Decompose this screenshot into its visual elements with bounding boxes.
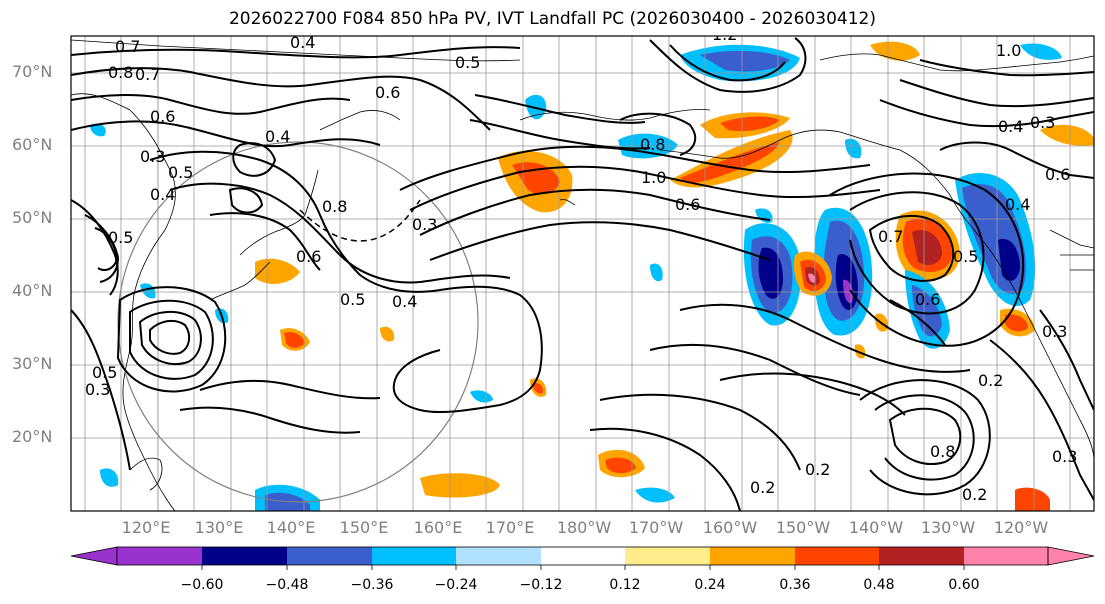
contour-label: 0.5 <box>168 163 193 182</box>
lat-label: 70°N <box>12 62 53 81</box>
coastlines <box>71 39 1094 511</box>
lon-label: 130°W <box>920 518 976 537</box>
lat-label: 30°N <box>12 354 53 373</box>
colorbar-tick-label: −0.24 <box>434 577 478 593</box>
colorbar <box>70 546 1095 570</box>
colorbar-tick-label: 0.12 <box>609 577 641 593</box>
lon-label: 150°E <box>339 518 389 537</box>
contour-label: 0.6 <box>375 83 400 102</box>
contour-label: 0.5 <box>455 53 480 72</box>
lat-label: 20°N <box>12 427 53 446</box>
contour-label: 0.6 <box>915 290 940 309</box>
contour-label: 0.7 <box>878 227 903 246</box>
colorbar-segment <box>964 547 1048 565</box>
map-border <box>70 35 1095 512</box>
colorbar-segment <box>541 547 625 565</box>
dashed-contour <box>299 199 421 242</box>
contour-label: 0.7 <box>135 65 160 84</box>
contour-label: 0.3 <box>1042 322 1067 341</box>
contour-label: 0.4 <box>998 117 1023 136</box>
lon-label: 180°W <box>556 518 612 537</box>
lat-label: 50°N <box>12 208 53 227</box>
lon-label: 120°W <box>993 518 1049 537</box>
contour-label: 0.7 <box>115 37 140 56</box>
contour-label: 0.3 <box>1030 113 1055 132</box>
contour-label: 0.4 <box>392 292 417 311</box>
contour-label: 0.3 <box>1052 447 1077 466</box>
contour-label: 1.0 <box>996 41 1021 60</box>
colorbar-segment <box>202 547 287 565</box>
colorbar-segment <box>710 547 795 565</box>
pv-contours <box>71 37 1094 511</box>
lon-label: 160°W <box>702 518 758 537</box>
colorbar-segment <box>795 547 879 565</box>
contour-label: 0.2 <box>962 485 987 504</box>
contour-label: 1.2 <box>712 25 737 44</box>
contour-labels: 0.7 0.4 0.8 0.7 0.5 0.6 0.6 0.4 0.3 0.5 … <box>85 25 1077 504</box>
contour-label: 0.2 <box>750 478 775 497</box>
contour-label: 0.6 <box>675 195 700 214</box>
contour-label: 0.5 <box>92 363 117 382</box>
contour-label: 0.6 <box>150 107 175 126</box>
lon-label: 170°W <box>628 518 684 537</box>
contour-label: 0.3 <box>85 380 110 399</box>
colorbar-outline <box>116 546 1049 566</box>
landfall-radius-circle <box>117 141 479 503</box>
colorbar-segment <box>879 547 964 565</box>
colorbar-segment <box>372 547 456 565</box>
contour-label: 0.4 <box>290 33 315 52</box>
colorbar-tick-label: −0.60 <box>180 577 224 593</box>
contour-label: 0.5 <box>108 228 133 247</box>
lon-label: 120°E <box>121 518 171 537</box>
colorbar-tick-label: −0.48 <box>265 577 309 593</box>
lon-label: 140°W <box>848 518 904 537</box>
contour-label: 0.5 <box>953 247 978 266</box>
lat-label: 60°N <box>12 135 53 154</box>
lon-label: 140°E <box>266 518 316 537</box>
contour-label: 0.8 <box>640 135 665 154</box>
lon-label: 150°W <box>775 518 831 537</box>
colorbar-segment <box>287 547 372 565</box>
contour-label: 0.4 <box>150 185 175 204</box>
contour-label: 0.4 <box>1005 195 1030 214</box>
contour-label: 0.2 <box>805 460 830 479</box>
lat-label: 40°N <box>12 281 53 300</box>
lon-label: 130°E <box>194 518 244 537</box>
contour-label: 0.8 <box>930 442 955 461</box>
lon-label: 160°E <box>413 518 463 537</box>
colorbar-extend-min <box>70 546 118 566</box>
colorbar-tick-label: 0.60 <box>948 577 980 593</box>
contour-label: 0.8 <box>108 63 133 82</box>
colorbar-segment <box>117 547 202 565</box>
contour-label: 0.5 <box>340 290 365 309</box>
contour-label: 0.2 <box>978 371 1003 390</box>
colorbar-tick-label: 0.24 <box>694 577 726 593</box>
lon-label: 170°E <box>485 518 535 537</box>
contour-label: 0.3 <box>412 215 437 234</box>
contour-label: 1.0 <box>641 168 666 187</box>
contour-label: 0.4 <box>265 127 290 146</box>
map-title: 2026022700 F084 850 hPa PV, IVT Landfall… <box>228 9 876 29</box>
contour-label: 0.6 <box>296 247 321 266</box>
colorbar-tick-label: 0.48 <box>863 577 895 593</box>
colorbar-extend-max <box>1047 546 1095 566</box>
colorbar-segment <box>625 547 710 565</box>
contour-label: 0.3 <box>140 147 165 166</box>
colorbar-tick-label: −0.36 <box>350 577 394 593</box>
contour-label: 0.8 <box>322 197 347 216</box>
contour-label: 0.6 <box>1045 165 1070 184</box>
colorbar-segment <box>456 547 541 565</box>
colorbar-tick-label: −0.12 <box>519 577 563 593</box>
colorbar-tick-label: 0.36 <box>779 577 811 593</box>
